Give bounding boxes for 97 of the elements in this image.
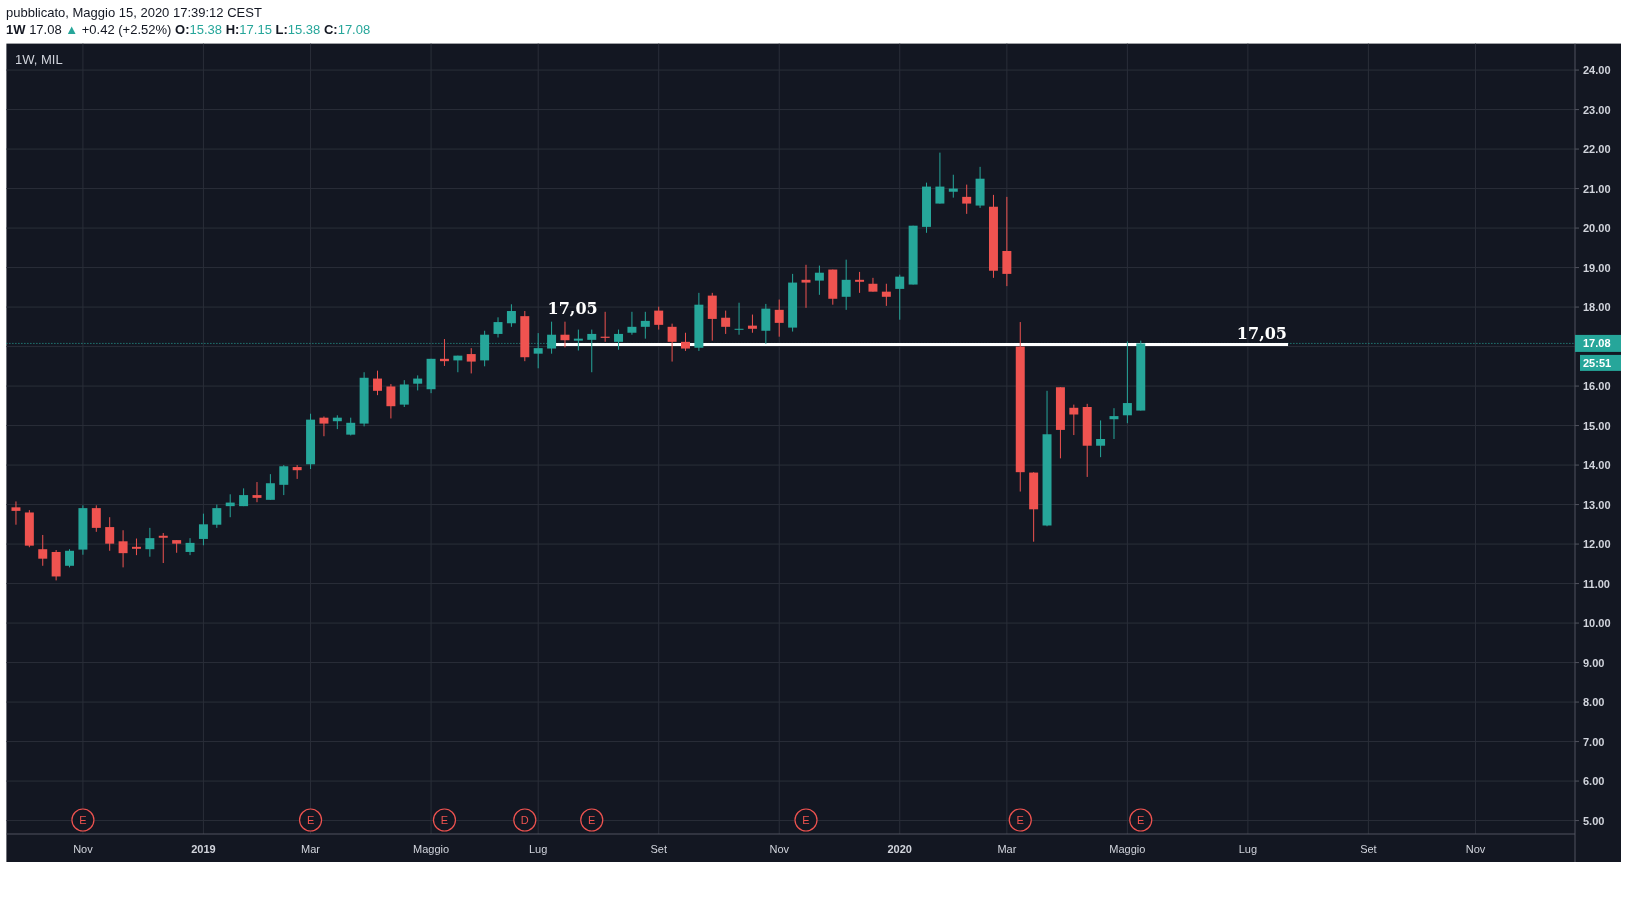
candlestick [319,415,329,437]
candlestick [573,329,583,352]
candlestick [1069,404,1079,436]
y-tick-label: 20.00 [1583,222,1611,235]
y-tick-label: 7.00 [1583,735,1605,748]
candlestick [935,152,945,205]
candlestick [252,481,262,503]
candlestick [640,311,650,340]
text: 1W 17.08 ▲ +0.42 (+2.52%) O:15.38 H:17.15 L:15.38 C:17.08 [6,22,371,37]
candlestick [506,303,516,328]
candlestick [654,306,664,331]
candlestick [279,464,289,496]
x-tick-label: Nov [73,843,94,855]
annotation: D [520,814,529,826]
x-tick-label: Lug [529,843,548,855]
y-tick-label: 21.00 [1583,182,1611,195]
x-tick-label: 2020 [887,843,912,855]
candlestick [747,314,757,334]
candlestick [614,329,624,351]
candlestick [895,274,905,321]
y-tick-label: 10.00 [1583,617,1611,630]
candlestick [721,310,731,335]
candlestick [493,316,503,338]
candlestick [627,311,637,336]
x-tick-label: Mar [997,843,1017,855]
candlestick [560,321,570,348]
x-tick-label: Mar [301,843,321,855]
candlestick [948,174,958,199]
candlestick [1122,340,1132,424]
y-tick-label: 18.00 [1583,301,1611,314]
candlestick [118,529,128,568]
candlestick [105,516,115,552]
x-tick-label: Maggio [413,843,450,855]
y-tick-label: 12.00 [1583,538,1611,551]
candlestick [681,332,690,352]
annotation: 17,05 [547,298,598,318]
y-tick-label: 15.00 [1583,419,1611,432]
x-tick-label: Nov [1465,843,1486,855]
text: 1W, MIL [15,52,63,67]
candlestick [667,323,677,363]
text: 25:51 [1583,356,1612,369]
y-tick-label: 8.00 [1583,696,1605,709]
annotation: E [588,814,596,826]
annotation: E [1137,814,1145,826]
candlestick [91,504,101,533]
x-tick-label: Maggio [1109,843,1146,855]
candlestick [198,513,208,546]
y-tick-label: 13.00 [1583,498,1611,511]
y-tick-label: 19.00 [1583,261,1611,274]
candlestick [855,271,865,294]
candlestick [587,329,597,373]
y-tick-label: 5.00 [1583,814,1605,827]
candlestick [373,370,382,396]
annotation: 17,05 [1236,323,1287,343]
text: pubblicato, Maggio 15, 2020 17:39:12 CEST [6,5,262,20]
candlestick [386,383,396,419]
annotation: E [79,814,87,826]
x-tick-label: Nov [769,843,790,855]
candlestick [707,292,717,342]
annotation: E [1016,814,1024,826]
candlestick [814,265,824,296]
candlestick [734,302,744,336]
annotation: E [306,814,315,826]
candlestick [1096,419,1106,458]
y-tick-label: 9.00 [1583,656,1605,669]
candlestick [962,184,972,215]
candlestick [185,537,195,556]
y-tick-label: 23.00 [1583,103,1611,116]
candlestick [265,473,275,501]
candlestick [145,527,155,558]
y-tick-label: 16.00 [1583,380,1611,393]
candlestick [761,303,771,345]
ref-line-label: 17.08 [1583,337,1611,350]
candlestick [801,264,811,309]
candlestick [466,347,476,374]
candlestick [881,283,891,307]
candlestick [1109,407,1119,440]
candlestick [1002,196,1012,287]
candlestick [11,500,21,526]
x-tick-label: 2019 [191,843,216,855]
x-tick-label: Lug [1238,843,1258,855]
annotation: E [440,814,449,826]
candlestick [774,299,784,338]
candlestick [158,532,168,564]
x-tick-label: Set [650,843,667,855]
y-tick-label: 24.00 [1583,64,1611,77]
candlestick [399,379,409,408]
y-tick-label: 6.00 [1583,775,1605,788]
annotation: E [802,814,810,826]
y-tick-label: 14.00 [1583,459,1611,472]
y-tick-label: 22.00 [1583,143,1611,156]
candlestick [38,534,48,567]
candlestick [841,259,851,311]
x-tick-label: Set [1360,843,1377,855]
candlestick [65,548,75,568]
candlestick [212,504,222,529]
y-tick-label: 11.00 [1583,577,1610,590]
